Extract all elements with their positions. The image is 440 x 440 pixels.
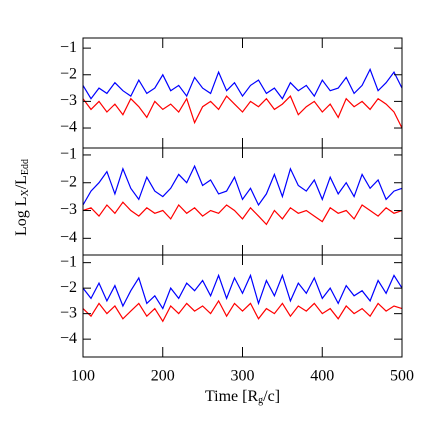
x-axis-label-part: /c] (263, 388, 280, 405)
x-axis-label-part: g (258, 395, 263, 406)
x-tick-label: 200 (151, 368, 175, 385)
y-axis-label-part: X (20, 189, 31, 197)
x-axis-label: Time [Rg/c] (205, 388, 280, 407)
y-axis-label: Log LX/LEdd (13, 159, 32, 236)
series-line (82, 67, 403, 100)
y-axis-label-part: /L (13, 175, 30, 189)
x-tick-label: 100 (71, 368, 95, 385)
series-line (82, 299, 403, 323)
y-tick-label: −1 (60, 39, 77, 56)
y-tick-label: −4 (60, 119, 77, 136)
y-tick-label: −3 (60, 304, 77, 321)
x-tick-label: 500 (390, 368, 414, 385)
y-axis-label-part: Edd (20, 159, 31, 175)
y-tick-label: −2 (60, 173, 77, 190)
y-tick-label: −2 (60, 65, 77, 82)
y-tick-label: −4 (60, 330, 77, 347)
x-tick-label: 400 (310, 368, 334, 385)
series-line (82, 95, 403, 129)
y-tick-label: −3 (60, 201, 77, 218)
y-axis-label-part: Log L (13, 197, 30, 237)
x-axis-label-part: Time [R (205, 388, 259, 405)
panel-frame (82, 254, 403, 358)
y-tick-label: −4 (60, 229, 77, 246)
x-tick-label: 300 (231, 368, 255, 385)
y-tick-label: −1 (60, 146, 77, 163)
y-tick-label: −2 (60, 279, 77, 296)
series-line (82, 201, 403, 226)
y-tick-label: −3 (60, 92, 77, 109)
panel-frame (82, 147, 403, 256)
series-line (82, 273, 403, 310)
series-line (82, 164, 403, 207)
y-tick-label: −1 (60, 253, 77, 270)
